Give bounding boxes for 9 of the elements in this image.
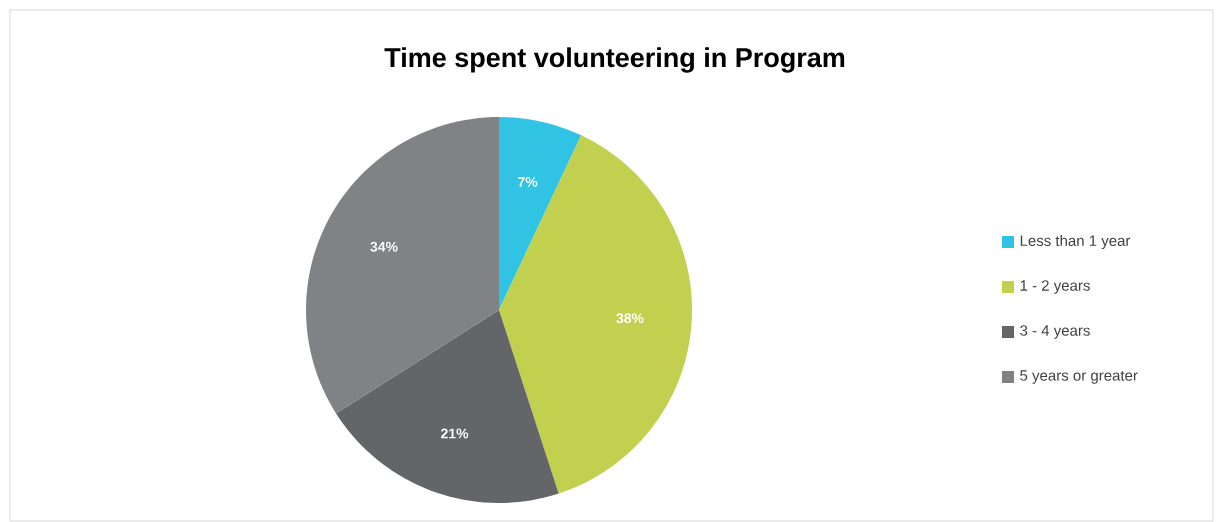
data-label: 7%: [518, 177, 538, 187]
data-label: 21%: [441, 428, 469, 439]
data-label: 34%: [370, 241, 398, 252]
data-label: 38%: [616, 313, 644, 324]
legend-label: Less than 1 year: [1020, 235, 1131, 249]
legend-label: 3 - 4 years: [1020, 325, 1090, 339]
chart-title: Time spent volunteering in Program: [384, 47, 845, 73]
legend-label: 5 years or greater: [1020, 370, 1138, 384]
legend-label: 1 - 2 years: [1020, 280, 1090, 294]
